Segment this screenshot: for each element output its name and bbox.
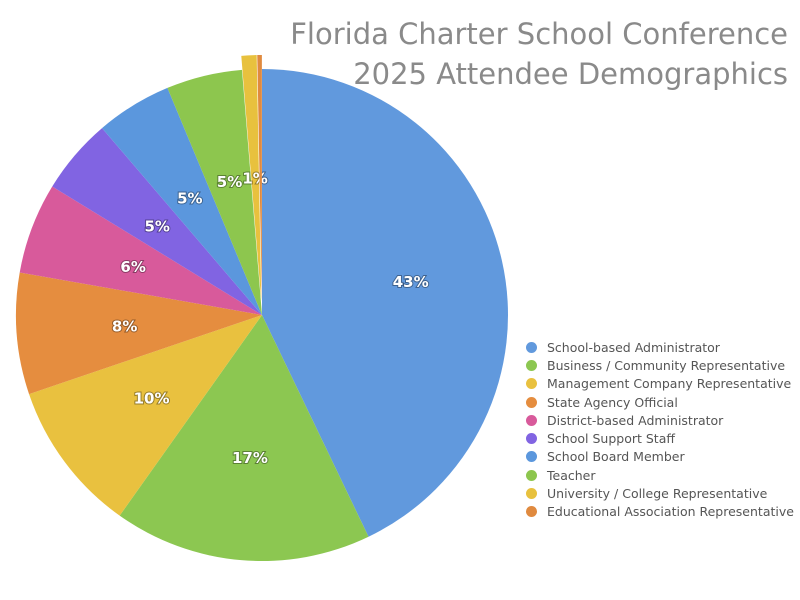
chart-title-line-1: Florida Charter School Conference	[290, 17, 788, 51]
slice-percent-label: 10%	[134, 389, 170, 407]
slice-percent-label: 5%	[217, 173, 242, 191]
legend-item: University / College Representative	[526, 484, 794, 502]
legend-item: School-based Administrator	[526, 338, 794, 356]
legend-label: District-based Administrator	[547, 412, 724, 428]
legend-label: School Board Member	[547, 449, 685, 465]
slice-percent-label: 6%	[120, 258, 145, 276]
legend-label: Management Company Representative	[547, 376, 792, 392]
legend-item: District-based Administrator	[526, 411, 794, 429]
chart-title: Florida Charter School Conference 2025 A…	[290, 14, 788, 94]
pie-slice	[167, 69, 262, 316]
legend-label: Educational Association Representative	[547, 504, 794, 520]
chart-legend: School-based Administrator Business / Com…	[526, 338, 794, 521]
slice-percent-label: 1%	[242, 169, 267, 187]
legend-swatch	[526, 506, 537, 518]
legend-label: Business / Community Representative	[547, 357, 786, 373]
legend-swatch	[526, 469, 537, 481]
legend-label: University / College Representative	[547, 486, 768, 502]
pie-slice	[16, 272, 263, 395]
legend-swatch	[526, 451, 537, 463]
legend-item: School Support Staff	[526, 429, 794, 447]
slice-percent-label: 8%	[112, 318, 137, 336]
legend-swatch	[526, 341, 537, 353]
legend-swatch	[526, 488, 537, 500]
slice-percent-label: 5%	[144, 218, 169, 236]
legend-item: School Board Member	[526, 448, 794, 466]
legend-item: Teacher	[526, 466, 794, 484]
legend-swatch	[526, 433, 537, 445]
legend-swatch	[526, 414, 537, 426]
legend-item: State Agency Official	[526, 393, 794, 411]
legend-swatch	[526, 396, 537, 408]
legend-label: Teacher	[547, 467, 596, 483]
legend-label: School Support Staff	[547, 431, 675, 447]
legend-label: School-based Administrator	[547, 339, 720, 355]
legend-item: Educational Association Representative	[526, 503, 794, 521]
pie-slice	[52, 128, 263, 315]
legend-swatch	[526, 359, 537, 371]
pie-slice	[241, 55, 262, 302]
legend-swatch	[526, 378, 537, 390]
legend-item: Business / Community Representative	[526, 356, 794, 374]
slice-percent-label: 5%	[177, 190, 202, 208]
pie-slice	[262, 69, 508, 537]
pie-slice	[29, 315, 262, 516]
chart-title-line-2: 2025 Attendee Demographics	[353, 57, 788, 91]
pie-slice	[19, 186, 263, 315]
pie-slice	[257, 55, 262, 302]
pie-slice	[102, 87, 262, 315]
legend-label: State Agency Official	[547, 394, 678, 410]
slice-percent-label: 17%	[232, 449, 268, 467]
slice-percent-label: 43%	[393, 273, 429, 291]
pie-slice	[119, 315, 369, 561]
legend-item: Management Company Representative	[526, 375, 794, 393]
